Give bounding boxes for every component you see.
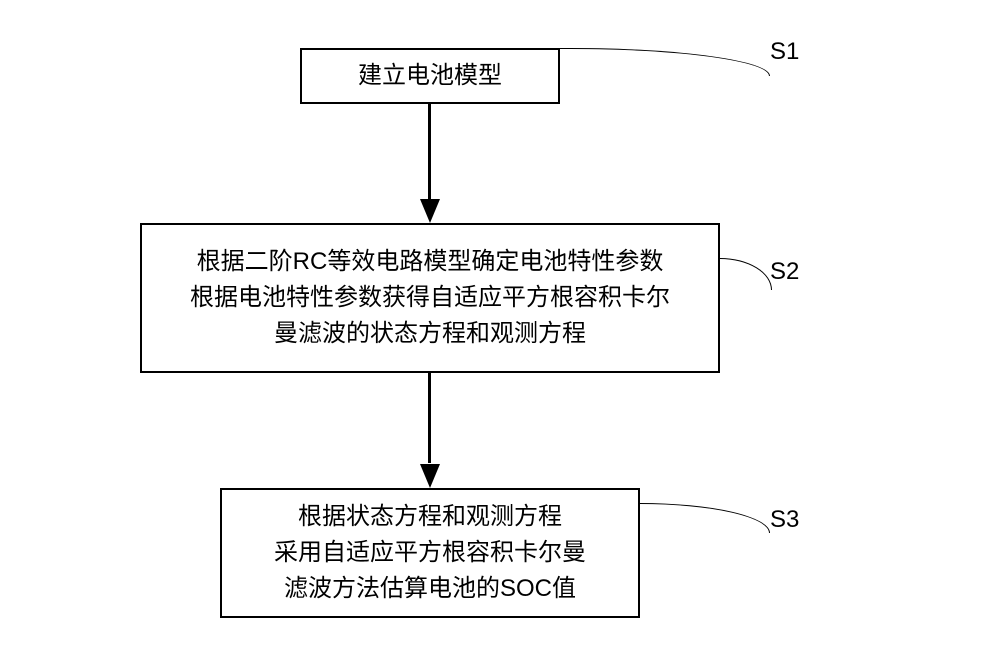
label-connector-s1 xyxy=(560,48,770,76)
node-s2-text: 根据二阶RC等效电路模型确定电池特性参数根据电池特性参数获得自适应平方根容积卡尔… xyxy=(190,244,670,352)
label-connector-s3 xyxy=(640,503,770,533)
flowchart-node-s1: 建立电池模型 xyxy=(300,48,560,104)
flowchart-node-s2: 根据二阶RC等效电路模型确定电池特性参数根据电池特性参数获得自适应平方根容积卡尔… xyxy=(140,223,720,373)
node-s3-label: S3 xyxy=(770,506,799,534)
arrow-s1-s2-line xyxy=(428,104,431,199)
node-s2-label: S2 xyxy=(770,258,799,286)
node-s1-text: 建立电池模型 xyxy=(358,58,502,94)
flowchart-node-s3: 根据状态方程和观测方程采用自适应平方根容积卡尔曼滤波方法估算电池的SOC值 xyxy=(220,488,640,618)
node-s3-text: 根据状态方程和观测方程采用自适应平方根容积卡尔曼滤波方法估算电池的SOC值 xyxy=(274,499,586,607)
flowchart-container: 建立电池模型 S1 根据二阶RC等效电路模型确定电池特性参数根据电池特性参数获得… xyxy=(50,28,950,628)
label-connector-s2 xyxy=(720,258,772,290)
node-s1-label: S1 xyxy=(770,38,799,66)
arrow-s2-s3-head xyxy=(420,464,440,488)
arrow-s2-s3-line xyxy=(428,373,431,463)
arrow-s1-s2-head xyxy=(420,199,440,223)
